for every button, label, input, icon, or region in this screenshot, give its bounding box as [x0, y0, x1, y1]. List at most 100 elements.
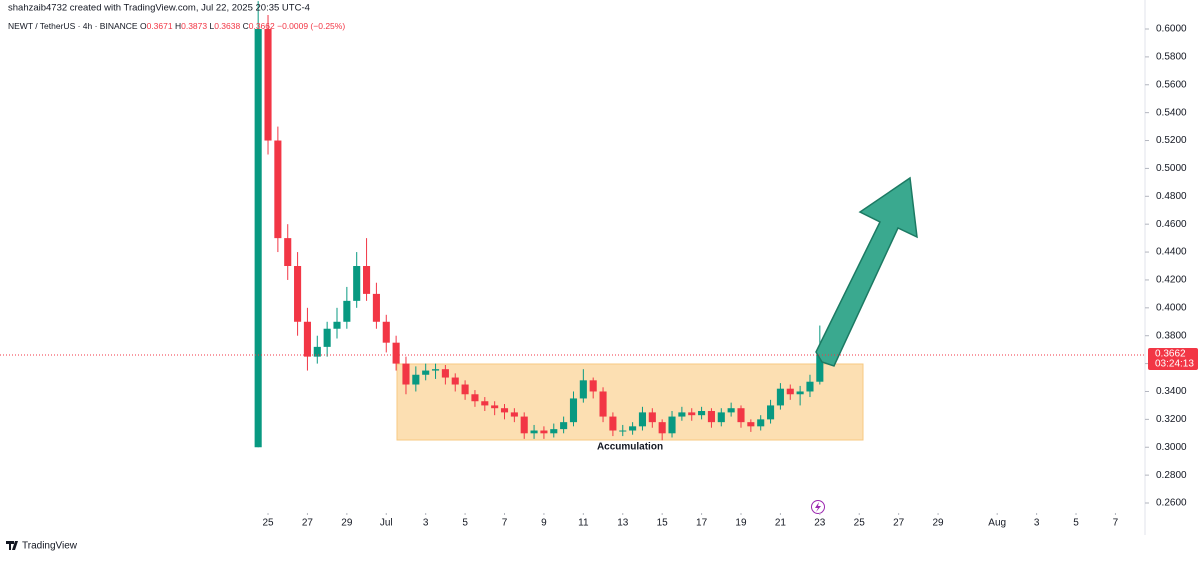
candle-body: [668, 416, 676, 434]
y-tick-label: 0.2600: [1156, 498, 1187, 509]
x-tick-label: 5: [1073, 518, 1079, 529]
candle-body: [530, 430, 538, 434]
x-tick-label: 27: [302, 518, 314, 529]
candle-body: [402, 363, 410, 385]
candle-body: [678, 412, 686, 417]
last-price-label: 0.3662: [1155, 349, 1186, 360]
candle-body: [431, 369, 440, 371]
legend-text: 0.3873: [181, 21, 207, 31]
logo: [6, 541, 18, 550]
candle-body: [648, 412, 656, 423]
x-tick-label: 25: [854, 518, 866, 529]
candle-body: [520, 416, 528, 434]
y-tick-label: 0.4400: [1156, 247, 1187, 258]
y-tick-label: 0.5800: [1156, 52, 1187, 63]
x-tick-label: 9: [541, 518, 547, 529]
candle-body: [461, 384, 469, 395]
candle-body: [806, 381, 814, 392]
candle-body: [481, 401, 489, 406]
candle-body: [776, 388, 784, 406]
candle-body: [382, 321, 390, 343]
candle-body: [392, 342, 400, 364]
header: shahzaib4732 created with TradingView.co…: [8, 3, 310, 14]
annotation: Accumulation: [597, 442, 663, 453]
candle-body: [294, 266, 302, 322]
x-tick-label: 5: [462, 518, 468, 529]
legend-text: L: [209, 21, 214, 31]
candle-body: [717, 412, 725, 423]
last-price-box: [1148, 347, 1198, 370]
y-tick-label: 0.3800: [1156, 330, 1187, 341]
candle-body: [599, 391, 607, 417]
legend-text: NEWT / TetherUS · 4h · BINANCE: [8, 21, 138, 31]
candle-body: [353, 266, 361, 301]
y-tick-label: 0.5000: [1156, 163, 1187, 174]
x-tick-label: 7: [1113, 518, 1119, 529]
y-tick-label: 0.2800: [1156, 470, 1187, 481]
x-tick-label: 25: [262, 518, 274, 529]
candle-body: [422, 370, 430, 375]
x-tick-label: 23: [814, 518, 826, 529]
x-tick-label: 11: [578, 518, 589, 529]
candle-body: [560, 422, 568, 430]
candle-body: [491, 405, 499, 409]
y-tick-label: 0.4000: [1156, 302, 1187, 313]
ohlc-legend: NEWT / TetherUS · 4h · BINANCE O0.3671 H…: [8, 21, 345, 31]
event-icon: [811, 500, 825, 514]
x-tick-label: 19: [735, 518, 747, 529]
candle-body: [441, 369, 449, 378]
candle-body: [747, 422, 755, 427]
candle-body: [619, 430, 627, 432]
x-tick-label: 27: [893, 518, 905, 529]
candle-body: [333, 321, 341, 329]
legend-text: H: [175, 21, 181, 31]
legend-text: O: [140, 21, 147, 31]
candle-body: [688, 412, 696, 416]
y-tick-label: 0.4600: [1156, 219, 1187, 230]
y-tick-label: 0.6000: [1156, 24, 1187, 35]
arrow: [815, 176, 918, 367]
y-tick-label: 0.5200: [1156, 135, 1187, 146]
candle-body: [757, 419, 765, 427]
candle-body: [500, 408, 509, 413]
x-tick-label: 3: [1034, 518, 1040, 529]
x-tick-label: 21: [775, 518, 787, 529]
candle-body: [658, 422, 666, 434]
legend-text: 0.3671: [147, 21, 173, 31]
event-icon-bolt: [815, 502, 821, 512]
countdown: 03:24:13: [1155, 359, 1194, 370]
candle-body: [372, 293, 380, 322]
candle-body: [451, 377, 459, 385]
candle-body: [737, 408, 745, 423]
candle-body: [303, 321, 311, 357]
candle-body: [412, 374, 420, 385]
legend-text: 0.3638: [214, 21, 240, 31]
candle-body: [550, 429, 558, 434]
y-tick-label: 0.5600: [1156, 79, 1187, 90]
y-tick-label: 0.4200: [1156, 275, 1187, 286]
y-tick-label: 0.3200: [1156, 414, 1187, 425]
x-tick-label: 15: [657, 518, 669, 529]
candle-body: [510, 412, 518, 417]
candle-body: [629, 426, 637, 431]
x-tick-label: Jul: [380, 518, 393, 529]
candle-body: [609, 416, 617, 431]
candle-body: [727, 408, 735, 413]
plot: [254, 1, 824, 448]
legend-text: −0.0009 (−0.25%): [277, 21, 345, 31]
x-tick-label: 29: [341, 518, 353, 529]
x-tick-label: 7: [502, 518, 508, 529]
x-tick-label: 17: [696, 518, 708, 529]
candle-body: [274, 140, 282, 239]
candle-body: [284, 238, 292, 267]
legend-text: C: [243, 21, 249, 31]
y-tick-label: 0.4800: [1156, 191, 1187, 202]
candle-body: [264, 28, 272, 141]
candle-body: [638, 412, 647, 427]
x-tick-label: 13: [617, 518, 629, 529]
candle-body: [579, 380, 587, 399]
footer: TradingView: [22, 541, 78, 552]
y-tick-label: 0.3000: [1156, 442, 1187, 453]
